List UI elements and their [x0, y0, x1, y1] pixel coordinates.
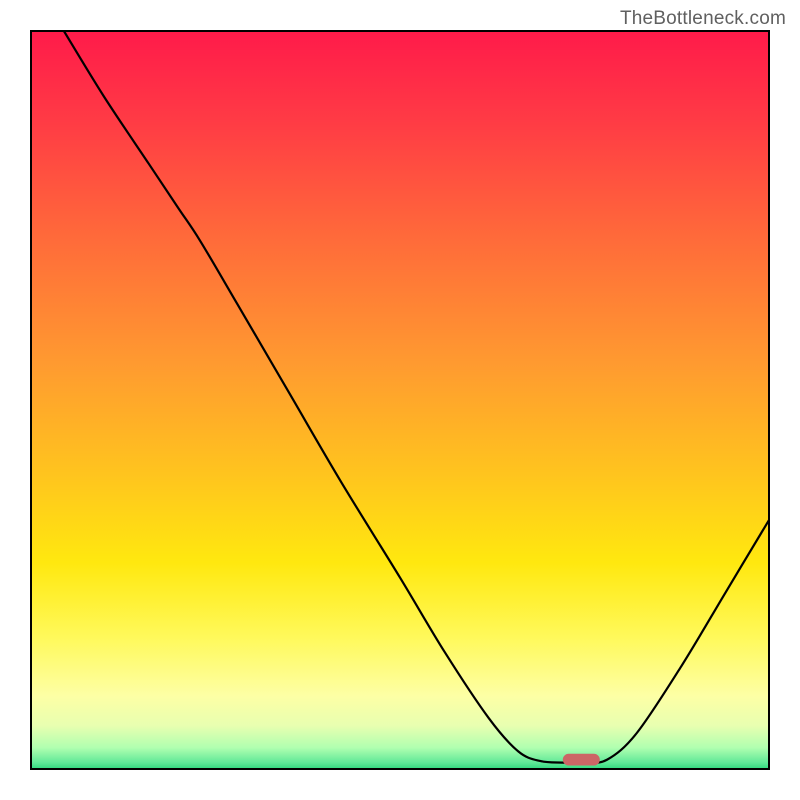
watermark-text: TheBottleneck.com [620, 8, 786, 30]
bottleneck-chart: TheBottleneck.com [0, 0, 800, 800]
optimal-marker [30, 30, 770, 770]
